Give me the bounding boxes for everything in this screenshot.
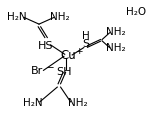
Text: SH: SH	[56, 67, 72, 77]
Text: Cu: Cu	[60, 49, 76, 62]
Text: NH₂: NH₂	[50, 12, 70, 22]
Text: H: H	[82, 31, 89, 41]
Text: S: S	[82, 39, 89, 49]
Text: HS: HS	[38, 41, 53, 51]
Text: −: −	[46, 63, 55, 73]
Text: Br: Br	[30, 66, 43, 76]
Text: H₂N: H₂N	[7, 12, 26, 22]
Text: NH₂: NH₂	[68, 98, 88, 108]
Text: NH₂: NH₂	[106, 43, 126, 53]
Text: H₂O: H₂O	[126, 7, 146, 17]
Text: NH₂: NH₂	[106, 27, 126, 37]
Text: +: +	[75, 47, 83, 56]
Text: H₂N: H₂N	[23, 98, 43, 108]
